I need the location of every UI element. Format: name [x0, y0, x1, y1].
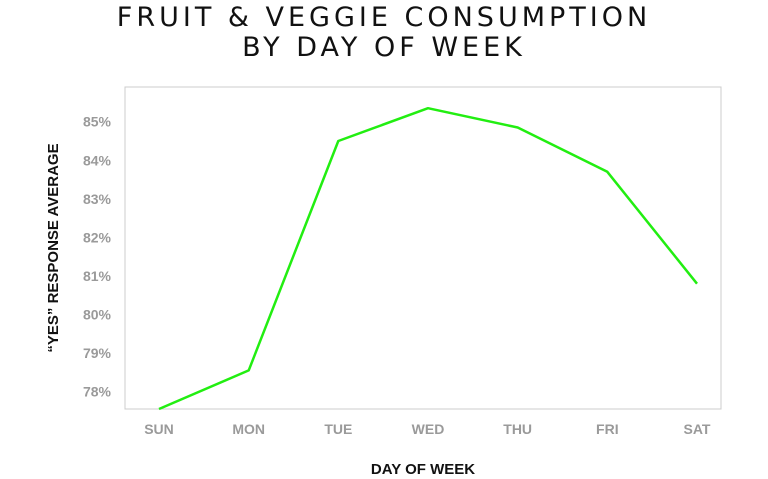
x-tick-label: FRI: [596, 421, 619, 437]
x-tick-label: WED: [412, 421, 445, 437]
chart-title-line-2: BY DAY OF WEEK: [242, 32, 526, 63]
y-tick-label: 81%: [83, 268, 112, 284]
y-tick-label: 83%: [83, 191, 112, 207]
x-axis-label: DAY OF WEEK: [371, 461, 475, 478]
x-tick-label: SAT: [684, 421, 711, 437]
plot-frame: [124, 86, 722, 410]
y-axis-ticks: 78% 79% 80% 81% 82% 83% 84% 85%: [83, 114, 112, 400]
y-tick-label: 80%: [83, 307, 112, 323]
y-tick-label: 84%: [83, 152, 112, 168]
y-tick-label: 78%: [83, 384, 112, 400]
y-axis-label: “YES” RESPONSE AVERAGE: [45, 143, 62, 352]
y-tick-label: 85%: [83, 114, 112, 130]
x-tick-label: THU: [503, 421, 532, 437]
series-layer: [158, 106, 698, 411]
chart-title-line-1: FRUIT & VEGGIE CONSUMPTION: [116, 2, 652, 33]
x-tick-label: SUN: [144, 421, 174, 437]
y-tick-label: 82%: [83, 229, 112, 245]
series-line: [158, 106, 698, 411]
y-tick-label: 79%: [83, 345, 112, 361]
x-axis-ticks: SUN MON TUE WED THU FRI SAT: [144, 421, 711, 437]
x-tick-label: MON: [232, 421, 265, 437]
x-tick-label: TUE: [324, 421, 352, 437]
